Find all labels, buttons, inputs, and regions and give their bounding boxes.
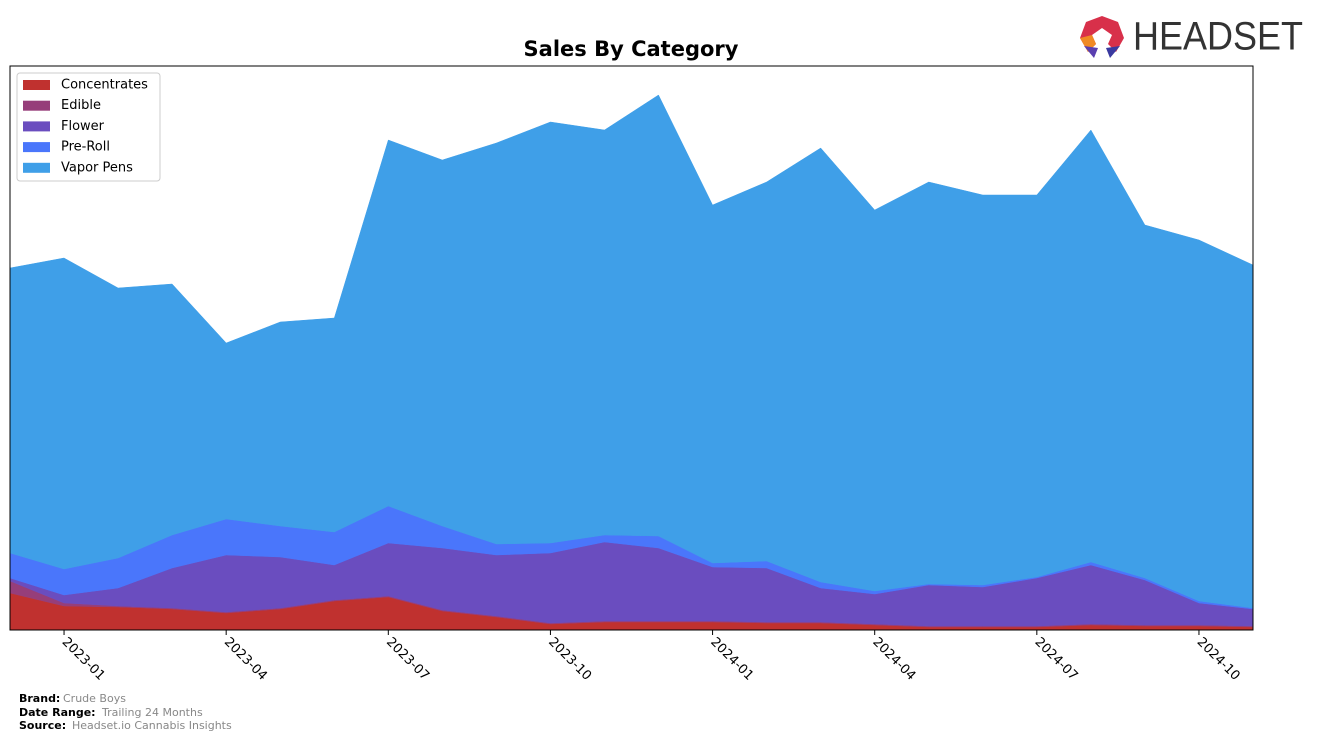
footer-label: Brand:: [19, 692, 60, 705]
logo-text: HEADSET: [1133, 15, 1303, 59]
x-tick-label: 2023-10: [545, 635, 594, 684]
x-tick-label: 2023-04: [221, 635, 270, 684]
x-tick-label: 2024-01: [707, 635, 756, 684]
footer-value: Crude Boys: [63, 692, 126, 705]
legend-swatch: [23, 80, 50, 90]
footer-value: Trailing 24 Months: [101, 706, 203, 719]
legend-label: Edible: [61, 98, 101, 113]
legend-label: Concentrates: [61, 78, 148, 93]
plot-frame: [9, 65, 1254, 631]
legend-label: Vapor Pens: [61, 160, 133, 175]
logo-icon-part: [1106, 46, 1120, 58]
x-tick-label: 2024-10: [1194, 635, 1243, 684]
legend-label: Pre-Roll: [61, 140, 110, 155]
legend-label: Flower: [61, 119, 105, 134]
footer-label: Date Range:: [19, 706, 96, 719]
footer-value: Headset.io Cannabis Insights: [72, 719, 232, 732]
x-tick-label: 2024-04: [869, 635, 918, 684]
plot-area: [9, 94, 1254, 631]
legend-swatch: [23, 162, 50, 173]
footer-label: Source:: [19, 719, 66, 732]
x-tick-label: 2023-07: [383, 635, 432, 684]
chart-title: Sales By Category: [524, 37, 739, 61]
x-tick-label: 2023-01: [59, 635, 108, 684]
legend-swatch: [23, 100, 50, 111]
x-tick-label: 2024-07: [1032, 635, 1081, 684]
legend: Concentrates Edible Flower Pre-Roll Vapor Pe…: [16, 72, 161, 182]
legend-swatch: [23, 121, 50, 132]
legend-box: [16, 72, 161, 182]
logo-icon-part: [1084, 46, 1098, 58]
logo: HEADSET: [1080, 15, 1303, 59]
footer: Brand: Crude Boys Date Range: Trailing 2…: [19, 692, 232, 732]
legend-swatch: [23, 142, 50, 153]
